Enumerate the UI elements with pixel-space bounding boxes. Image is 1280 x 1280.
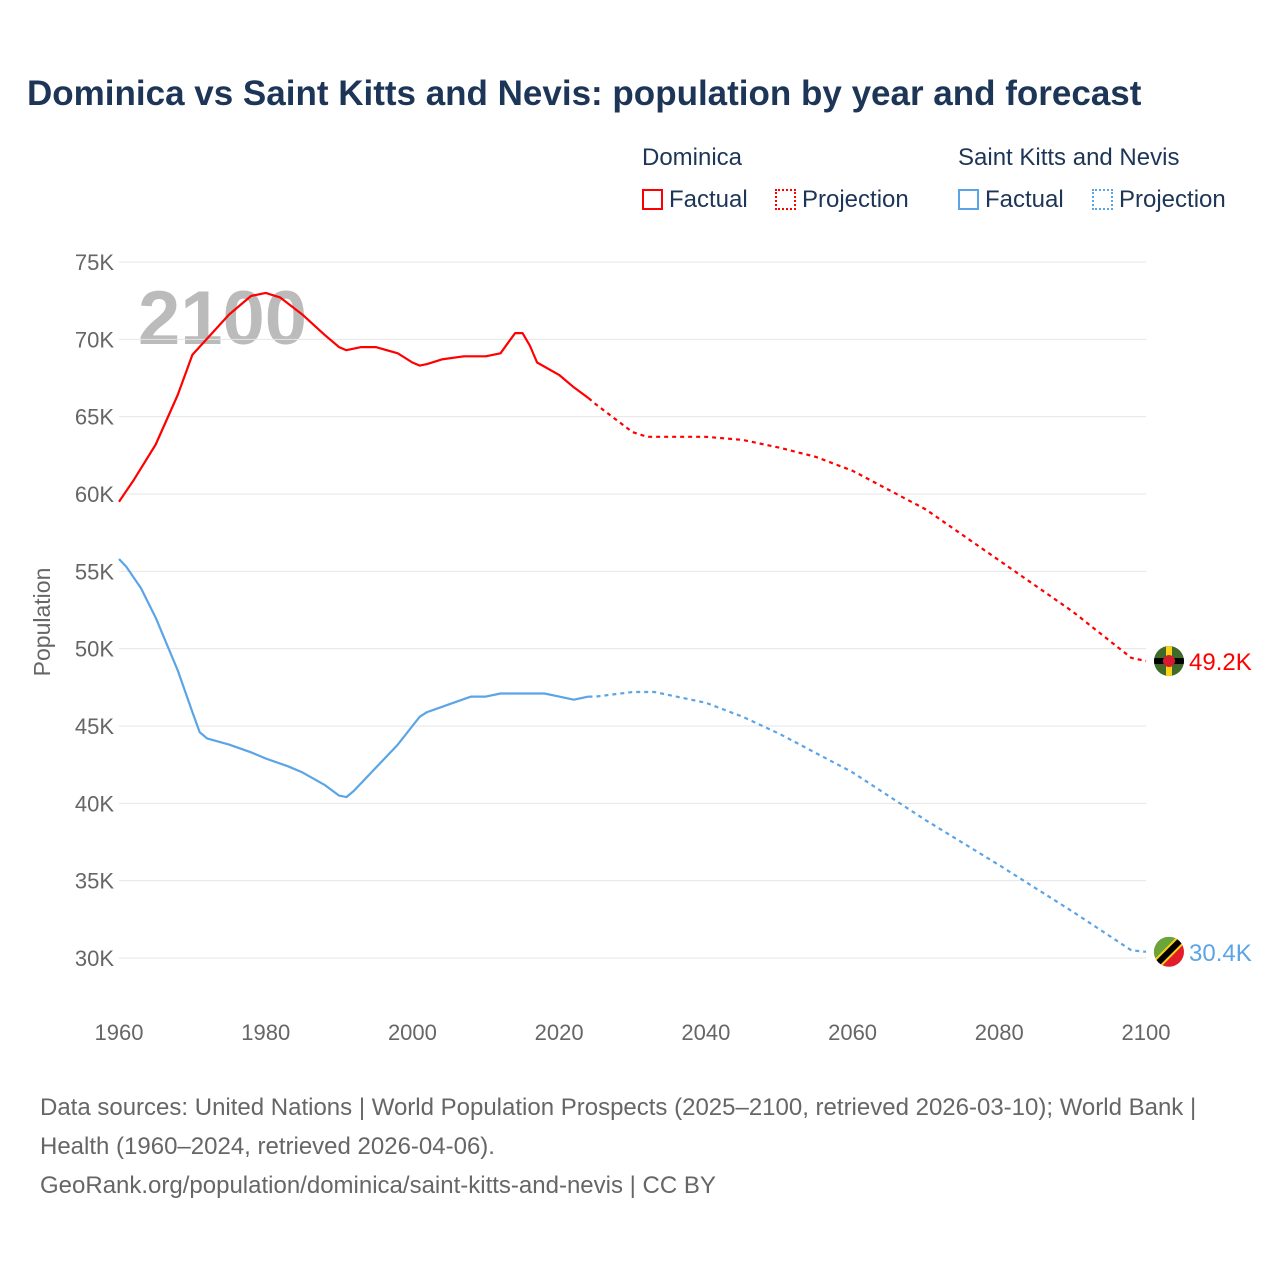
legend-swatch-solid [958,189,979,210]
legend-swatch-dotted [775,189,796,210]
x-tick-label: 2080 [975,1020,1024,1045]
x-tick-label: 2060 [828,1020,877,1045]
y-tick-label: 65K [75,405,114,430]
source-line: Data sources: United Nations | World Pop… [40,1094,1197,1160]
flag-disc [1163,655,1175,668]
y-tick-label: 40K [75,791,114,816]
data-source-note: Data sources: United Nations | World Pop… [40,1088,1240,1205]
y-tick-label: 45K [75,714,114,739]
y-tick-label: 75K [75,250,114,275]
y-tick-label: 35K [75,869,114,894]
legend-dominica-projection[interactable]: Projection [775,186,909,214]
y-tick-label: 50K [75,637,114,662]
y-tick-label: 55K [75,559,114,584]
flag-body [1154,936,1184,967]
dominica-flag-icon [1154,646,1184,677]
x-tick-label: 1960 [95,1020,144,1045]
y-axis-label: Population [29,568,55,677]
y-tick-label: 30K [75,946,114,971]
legend-dominica-factual[interactable]: Factual [642,186,748,214]
legend-group-dominica: Dominica [642,144,743,171]
legend-label: Factual [669,186,748,213]
legend-skn-projection[interactable]: Projection [1092,186,1226,214]
legend-skn-factual[interactable]: Factual [958,186,1064,214]
legend-label: Projection [802,186,909,213]
year-watermark: 2100 [138,276,307,361]
y-tick-label: 60K [75,482,114,507]
series-line-projection [588,690,1147,953]
legend-label: Projection [1119,186,1226,213]
y-tick-label: 70K [75,327,114,352]
x-tick-label: 2020 [535,1020,584,1045]
series-line-factual [118,291,590,503]
saint-kitts-flag-icon [1154,936,1184,967]
x-tick-label: 2040 [681,1020,730,1045]
x-tick-label: 2000 [388,1020,437,1045]
end-value-label: 49.2K [1189,649,1252,676]
flag-body [1154,646,1184,677]
legend-group-skn: Saint Kitts and Nevis [958,144,1180,171]
x-tick-label: 2100 [1122,1020,1171,1045]
legend-swatch-dotted [1092,189,1113,210]
chart-title: Dominica vs Saint Kitts and Nevis: popul… [27,74,1142,113]
x-tick-label: 1980 [241,1020,290,1045]
legend-label: Factual [985,186,1064,213]
series-line-factual [118,558,589,799]
end-value-label: 30.4K [1189,940,1252,967]
series-line-projection [587,397,1147,663]
source-link[interactable]: GeoRank.org/population/dominica/saint-ki… [40,1172,716,1199]
legend-swatch-solid [642,189,663,210]
